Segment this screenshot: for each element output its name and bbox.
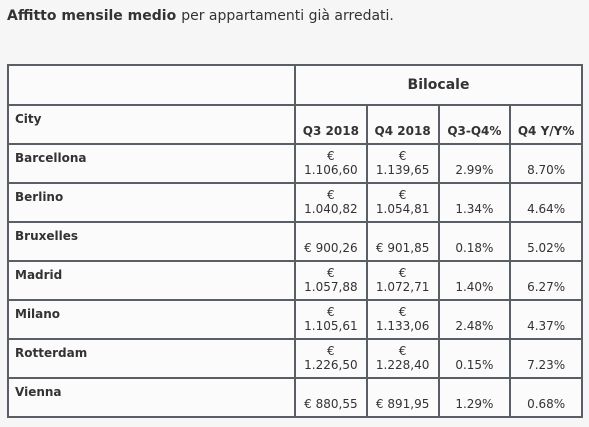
value-cell: 1.34% xyxy=(437,182,512,223)
city-cell: Milano xyxy=(7,299,296,340)
value-cell: 0.15% xyxy=(437,338,512,379)
caption-text: per appartamenti già arredati. xyxy=(181,8,394,24)
data-row: Barcellona € 1.106,60 € 1.139,65 2.99% 8.70% xyxy=(7,143,583,184)
value-cell: € 1.054,81 xyxy=(365,182,440,223)
value-cell: € 880,55 xyxy=(294,377,368,418)
city-cell: Rotterdam xyxy=(7,338,296,379)
city-cell: Berlino xyxy=(7,182,296,223)
data-row: Bruxelles € 900,26 € 901,85 0.18% 5.02% xyxy=(7,221,583,262)
city-cell: Barcellona xyxy=(7,143,296,184)
data-row: Madrid € 1.057,88 € 1.072,71 1.40% 6.27% xyxy=(7,260,583,301)
column-header: Q3 2018 xyxy=(294,104,368,145)
column-header: Q4 2018 xyxy=(365,104,440,145)
value-cell: 1.29% xyxy=(437,377,512,418)
value-cell: € 1.106,60 xyxy=(294,143,368,184)
data-row: Berlino € 1.040,82 € 1.054,81 1.34% 4.64% xyxy=(7,182,583,223)
city-cell: Madrid xyxy=(7,260,296,301)
value-cell: 2.48% xyxy=(437,299,512,340)
value-cell: 7.23% xyxy=(509,338,583,379)
value-cell: € 1.139,65 xyxy=(365,143,440,184)
value-cell: € 1.057,88 xyxy=(294,260,368,301)
value-cell: € 1.072,71 xyxy=(365,260,440,301)
group-row: Bilocale xyxy=(7,64,583,106)
value-cell: 6.27% xyxy=(509,260,583,301)
column-header: City xyxy=(7,104,296,145)
empty-cell xyxy=(7,64,296,106)
value-cell: € 900,26 xyxy=(294,221,368,262)
value-cell: € 901,85 xyxy=(365,221,440,262)
rent-table: Bilocale City Q3 2018 Q4 2018 Q3-Q4% Q4 Y/Y%… xyxy=(7,64,583,418)
caption-bold: Affitto mensile medio xyxy=(7,8,177,24)
column-header: Q3-Q4% xyxy=(437,104,512,145)
value-cell: € 1.105,61 xyxy=(294,299,368,340)
value-cell: € 1.133,06 xyxy=(365,299,440,340)
value-cell: 8.70% xyxy=(509,143,583,184)
caption: Affitto mensile medio per appartamenti gi… xyxy=(7,8,394,24)
city-cell: Vienna xyxy=(7,377,296,418)
header-row: City Q3 2018 Q4 2018 Q3-Q4% Q4 Y/Y% xyxy=(7,104,583,145)
value-cell: 5.02% xyxy=(509,221,583,262)
value-cell: 0.68% xyxy=(509,377,583,418)
value-cell: € 1.228,40 xyxy=(365,338,440,379)
value-cell: 4.37% xyxy=(509,299,583,340)
value-cell: 2.99% xyxy=(437,143,512,184)
data-row: Vienna € 880,55 € 891,95 1.29% 0.68% xyxy=(7,377,583,418)
data-row: Milano € 1.105,61 € 1.133,06 2.48% 4.37% xyxy=(7,299,583,340)
value-cell: 0.18% xyxy=(437,221,512,262)
value-cell: € 1.040,82 xyxy=(294,182,368,223)
value-cell: € 891,95 xyxy=(365,377,440,418)
city-cell: Bruxelles xyxy=(7,221,296,262)
value-cell: € 1.226,50 xyxy=(294,338,368,379)
data-row: Rotterdam € 1.226,50 € 1.228,40 0.15% 7.23% xyxy=(7,338,583,379)
table-body: Bilocale City Q3 2018 Q4 2018 Q3-Q4% Q4 Y/Y%… xyxy=(7,64,583,418)
column-header: Q4 Y/Y% xyxy=(509,104,583,145)
value-cell: 4.64% xyxy=(509,182,583,223)
value-cell: 1.40% xyxy=(437,260,512,301)
group-header: Bilocale xyxy=(294,64,583,106)
